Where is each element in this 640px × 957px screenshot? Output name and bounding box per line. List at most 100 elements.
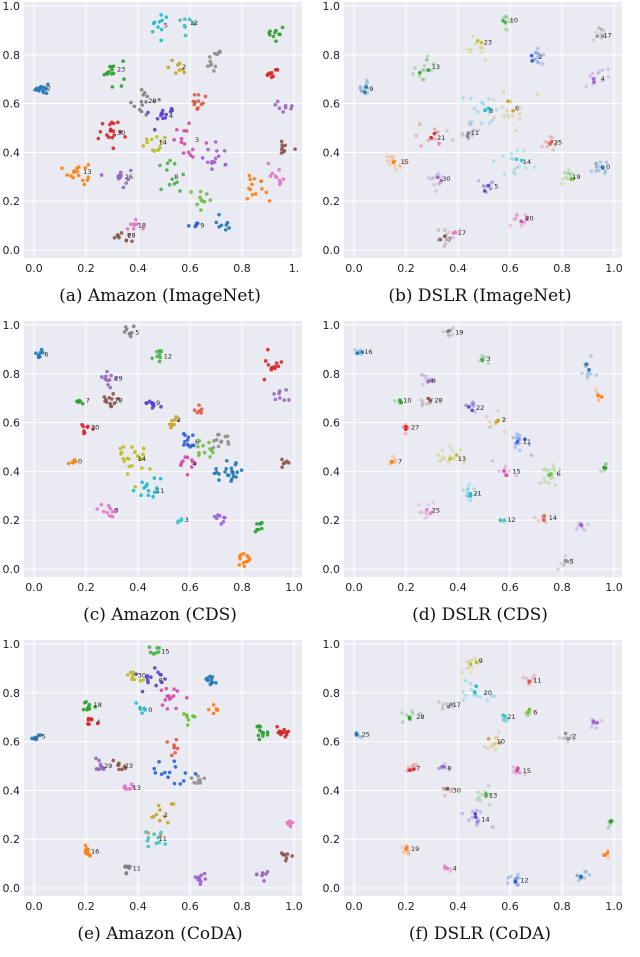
scatter-point bbox=[146, 110, 150, 115]
scatter-point bbox=[134, 701, 138, 705]
scatter-point bbox=[178, 189, 182, 193]
cluster-label: 2 bbox=[164, 811, 168, 819]
scatter-point bbox=[515, 213, 519, 218]
scatter-point bbox=[217, 225, 221, 229]
scatter-point bbox=[206, 160, 210, 165]
scatter-point bbox=[475, 820, 479, 825]
scatter-point bbox=[594, 726, 599, 730]
scatter-point bbox=[473, 41, 478, 46]
y-tick-label: 0.6 bbox=[3, 417, 21, 430]
scatter-point bbox=[468, 123, 472, 127]
scatter-point bbox=[278, 396, 282, 400]
scatter-point bbox=[527, 442, 532, 447]
scatter-point bbox=[359, 735, 364, 740]
scatter-point bbox=[112, 133, 117, 137]
scatter-point bbox=[282, 727, 286, 732]
scatter-point bbox=[172, 781, 177, 786]
cluster-label: 9 bbox=[479, 657, 483, 665]
scatter-point bbox=[481, 46, 485, 51]
scatter-point bbox=[501, 18, 505, 23]
scatter-point bbox=[96, 136, 101, 141]
scatter-point bbox=[185, 455, 190, 460]
scatter-point bbox=[429, 177, 434, 181]
scatter-point bbox=[526, 713, 530, 718]
scatter-point bbox=[585, 373, 590, 377]
scatter-point bbox=[442, 234, 447, 239]
x-tick-label: 0.8 bbox=[553, 581, 571, 594]
scatter-point bbox=[199, 879, 203, 884]
scatter-point bbox=[594, 373, 599, 378]
scatter-point bbox=[271, 34, 276, 39]
scatter-point bbox=[150, 356, 154, 360]
scatter-point bbox=[568, 174, 573, 178]
x-tick-label: 0.6 bbox=[181, 900, 199, 913]
scatter-point bbox=[442, 701, 446, 706]
scatter-point bbox=[260, 187, 264, 191]
scatter-point bbox=[144, 137, 149, 141]
scatter-point bbox=[154, 650, 159, 655]
scatter-point bbox=[95, 507, 99, 511]
scatter-point bbox=[501, 15, 505, 20]
y-tick-label: 1.0 bbox=[323, 638, 341, 651]
scatter-point bbox=[283, 143, 288, 148]
scatter-point bbox=[125, 472, 130, 476]
scatter-point bbox=[563, 553, 568, 558]
cluster-label: 5 bbox=[164, 22, 168, 30]
scatter-point bbox=[490, 459, 495, 463]
scatter-point bbox=[268, 29, 272, 33]
scatter-point bbox=[163, 770, 167, 775]
cluster-label: 6 bbox=[557, 470, 561, 478]
scatter-point bbox=[152, 476, 157, 480]
scatter-point bbox=[468, 498, 472, 503]
scatter-point bbox=[417, 74, 422, 78]
cluster-label: 15 bbox=[161, 647, 169, 655]
scatter-point bbox=[171, 694, 176, 698]
cluster-label: 15 bbox=[512, 467, 520, 475]
scatter-point bbox=[469, 688, 474, 692]
scatter-point bbox=[488, 425, 492, 429]
scatter-point bbox=[479, 50, 484, 55]
scatter-point bbox=[122, 785, 127, 789]
scatter-point bbox=[543, 140, 547, 144]
scatter-point bbox=[182, 17, 187, 21]
cluster-label: 13 bbox=[83, 168, 91, 176]
y-tick-label: 1.0 bbox=[3, 0, 21, 13]
scatter-point bbox=[130, 445, 134, 449]
scatter-point bbox=[591, 38, 596, 42]
plot-background bbox=[344, 321, 622, 577]
cluster-label: 21 bbox=[473, 489, 481, 497]
scatter-point bbox=[111, 146, 116, 151]
scatter-point bbox=[190, 458, 194, 462]
scatter-point bbox=[83, 165, 88, 170]
scatter-point bbox=[447, 334, 451, 338]
scatter-point bbox=[165, 161, 170, 166]
scatter-point bbox=[99, 375, 104, 379]
scatter-point bbox=[564, 171, 569, 176]
scatter-point bbox=[285, 852, 290, 856]
scatter-point bbox=[445, 329, 450, 334]
scatter-point bbox=[131, 785, 136, 789]
scatter-point bbox=[420, 403, 425, 408]
scatter-point bbox=[158, 163, 162, 168]
scatter-point bbox=[158, 672, 163, 677]
scatter-point bbox=[488, 793, 493, 797]
y-tick-label: 0.4 bbox=[3, 146, 21, 159]
scatter-point bbox=[385, 154, 390, 158]
scatter-point bbox=[170, 177, 175, 181]
scatter-point bbox=[477, 45, 482, 50]
cluster-label: 17 bbox=[453, 701, 461, 709]
scatter-point bbox=[219, 522, 223, 526]
scatter-point bbox=[253, 192, 258, 196]
scatter-point bbox=[487, 110, 491, 115]
scatter-point bbox=[120, 767, 124, 772]
scatter-point bbox=[550, 135, 555, 140]
scatter-point bbox=[404, 851, 408, 855]
scatter-point bbox=[184, 129, 189, 133]
scatter-point bbox=[589, 372, 593, 376]
scatter-point bbox=[540, 144, 544, 149]
scatter-point bbox=[247, 557, 252, 562]
scatter-point bbox=[500, 105, 504, 109]
scatter-point bbox=[563, 731, 568, 736]
scatter-point bbox=[480, 793, 484, 797]
scatter-point bbox=[85, 425, 90, 429]
